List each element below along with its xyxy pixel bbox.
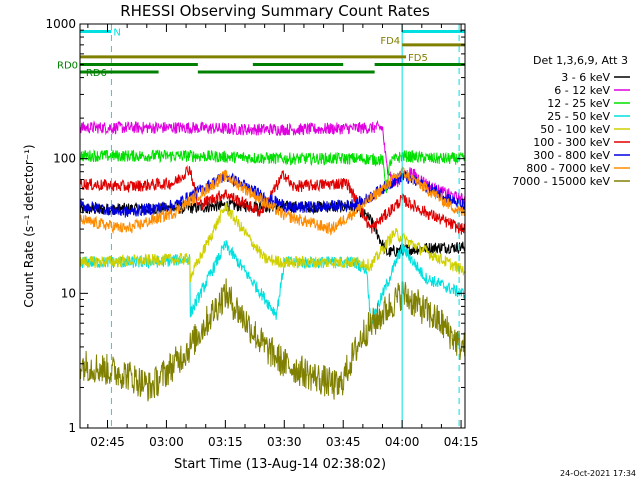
flag-label-rd6: RD6 [86,68,107,79]
legend-label-1: 6 - 12 keV [554,84,610,97]
footer-timestamp: 24-Oct-2021 17:34 [560,469,636,478]
legend-label-4: 50 - 100 keV [540,123,610,136]
y-tick-label-0: 1 [68,421,76,435]
legend-label-6: 300 - 800 keV [533,149,610,162]
x-axis-label: Start Time (13-Aug-14 02:38:02) [174,457,386,472]
legend-label-7: 800 - 7000 keV [526,162,610,175]
series-line-8 [79,278,466,402]
plot-frame [79,23,466,429]
series-line-7 [79,166,466,237]
series-line-5 [79,164,466,236]
legend-label-3: 25 - 50 keV [547,110,610,123]
flag-label-n: N [113,27,120,38]
legend-title: Det 1,3,6,9, Att 3 [533,54,628,67]
legend-label-8: 7000 - 15000 keV [512,175,610,188]
y-tick-label-3: 1000 [45,17,76,31]
series-line-4 [79,202,466,283]
flag-label-fd5: FD5 [408,53,428,64]
plot-area: N FD4 FD5 RD0 RD6 1 10 100 1000 02:45 03:00 03:15 03… [45,17,478,449]
x-tick-label-4: 03:45 [326,435,361,449]
legend-label-2: 12 - 25 keV [547,97,610,110]
x-tick-label-5: 04:00 [385,435,420,449]
chart-title: RHESSI Observing Summary Count Rates [120,2,430,20]
series-line-3 [79,239,466,330]
y-tick-label-2: 100 [53,152,76,166]
series-line-2 [79,148,466,194]
y-axis-label: Count Rate (s⁻¹ detector⁻¹) [22,144,36,307]
flag-label-rd0: RD0 [57,61,78,72]
legend-label-0: 3 - 6 keV [561,71,610,84]
x-tick-label-2: 03:15 [208,435,243,449]
x-tick-label-1: 03:00 [149,435,184,449]
legend-label-5: 100 - 300 keV [533,136,610,149]
flag-label-fd4: FD4 [380,36,400,47]
x-tick-label-0: 02:45 [90,435,125,449]
y-tick-label-1: 10 [61,286,76,300]
x-tick-label-3: 03:30 [267,435,302,449]
x-tick-label-6: 04:15 [444,435,479,449]
